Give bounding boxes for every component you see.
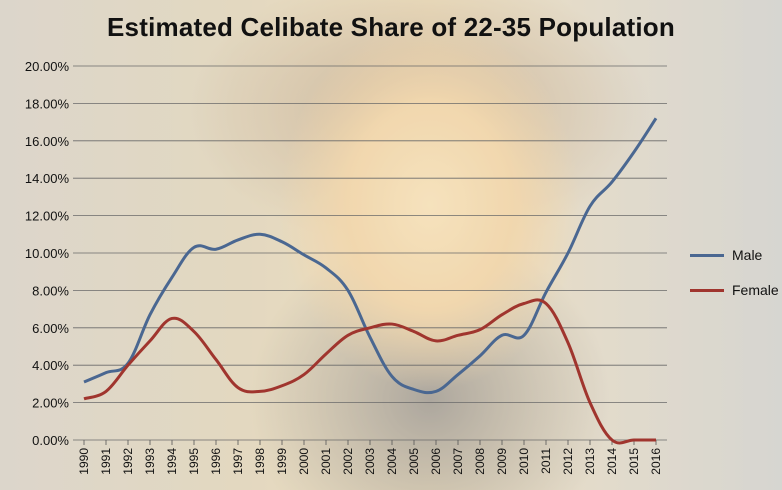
x-tick-label: 2013 <box>583 448 597 475</box>
y-tick-label: 14.00% <box>25 171 70 186</box>
x-tick-label: 1995 <box>187 448 201 475</box>
y-tick-label: 8.00% <box>32 283 69 298</box>
x-tick-label: 2007 <box>451 448 465 475</box>
y-tick-label: 10.00% <box>25 246 70 261</box>
y-tick-label: 16.00% <box>25 134 70 149</box>
x-tick-label: 2014 <box>605 448 619 475</box>
series-line-male <box>83 117 658 395</box>
legend-label-female: Female <box>732 282 779 298</box>
x-tick-label: 1992 <box>121 448 135 475</box>
x-tick-label: 2011 <box>539 448 553 474</box>
series-line-female <box>83 298 656 445</box>
y-tick-label: 20.00% <box>25 59 70 74</box>
legend-item-female: Female <box>690 280 779 300</box>
legend-swatch-male <box>690 253 724 257</box>
x-tick-label: 2016 <box>649 448 663 475</box>
y-tick-label: 4.00% <box>32 358 69 373</box>
x-tick-label: 2008 <box>473 448 487 475</box>
legend: Male Female <box>690 245 779 315</box>
x-tick-label: 2015 <box>627 448 641 475</box>
legend-label-male: Male <box>732 247 763 263</box>
x-tick-label: 2004 <box>385 448 399 475</box>
x-tick-label: 2003 <box>363 448 377 475</box>
series-lines <box>83 117 658 445</box>
x-tick-label: 1990 <box>77 448 91 475</box>
x-tick-label: 2002 <box>341 448 355 475</box>
x-tick-label: 2005 <box>407 448 421 475</box>
x-axis-ticks: 1990 1991 1992 1993 1994 1995 1996 1997 1998 1999… <box>77 440 663 475</box>
y-tick-label: 18.00% <box>25 96 70 111</box>
x-tick-label: 1993 <box>143 448 157 475</box>
y-tick-label: 0.00% <box>32 433 69 448</box>
x-tick-label: 2006 <box>429 448 443 475</box>
y-tick-label: 12.00% <box>25 209 70 224</box>
chart-title: Estimated Celibate Share of 22-35 Popula… <box>107 12 675 42</box>
x-tick-label: 1994 <box>165 448 179 475</box>
legend-item-male: Male <box>690 245 779 265</box>
x-tick-label: 2010 <box>517 448 531 475</box>
x-tick-label: 2009 <box>495 448 509 475</box>
x-tick-label: 2001 <box>319 448 333 475</box>
x-tick-label: 1996 <box>209 448 223 475</box>
x-tick-label: 2012 <box>561 448 575 475</box>
legend-swatch-female <box>690 288 724 292</box>
x-tick-label: 1999 <box>275 448 289 475</box>
x-tick-label: 1998 <box>253 448 267 475</box>
x-tick-label: 1991 <box>99 448 113 475</box>
x-tick-label: 2000 <box>297 448 311 475</box>
x-tick-label: 1997 <box>231 448 245 475</box>
y-axis-ticks: 0.00% 2.00% 4.00% 6.00% 8.00% 10.00% 12.00% 14.… <box>25 59 70 448</box>
y-tick-label: 2.00% <box>32 396 69 411</box>
gridlines <box>73 65 667 441</box>
y-tick-label: 6.00% <box>32 321 69 336</box>
